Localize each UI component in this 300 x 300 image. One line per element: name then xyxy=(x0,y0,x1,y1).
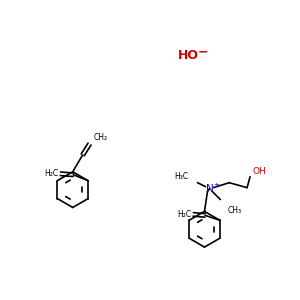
Text: −: − xyxy=(198,45,208,58)
Text: N: N xyxy=(206,184,213,194)
Text: CH₃: CH₃ xyxy=(227,206,242,215)
Text: CH₂: CH₂ xyxy=(94,133,108,142)
Text: H₃C: H₃C xyxy=(175,172,189,181)
Text: H₂C: H₂C xyxy=(177,210,191,219)
Text: OH: OH xyxy=(252,167,266,176)
Text: H₂C: H₂C xyxy=(44,169,58,178)
Text: HO: HO xyxy=(178,50,199,62)
Text: +: + xyxy=(213,182,219,188)
